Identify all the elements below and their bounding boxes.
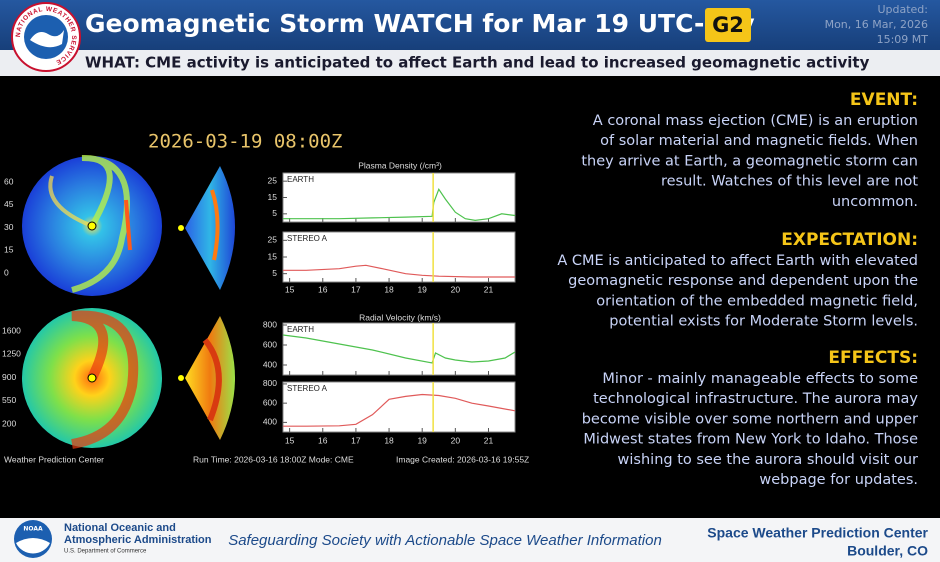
plot-frame xyxy=(282,381,516,433)
y-tick-label: 400 xyxy=(263,359,277,369)
section-line: Midwest states from New York to Idaho. T… xyxy=(583,432,918,448)
agency-line: National Oceanic and xyxy=(64,522,176,534)
updated-label: Updated: xyxy=(877,3,928,16)
section-line: wishing to see the aurora should visit o… xyxy=(618,452,918,468)
section-line: result. Watches of this level are not xyxy=(661,174,918,190)
series-line xyxy=(283,188,516,222)
noaa-logo-text: NOAA xyxy=(23,526,43,533)
section-line: geomagnetic response and dependent upon … xyxy=(568,273,918,289)
model-timestamp: 2026-03-19 08:00Z xyxy=(148,131,342,153)
section-heading: EXPECTATION: xyxy=(781,230,918,250)
panel-label: STEREO A xyxy=(287,384,328,393)
tagline: Safeguarding Society with Actionable Spa… xyxy=(228,532,662,549)
y-tick-label: 600 xyxy=(263,397,277,407)
x-tick-label: 18 xyxy=(384,435,394,445)
section-line: orientation of the embedded magnetic fie… xyxy=(596,293,918,309)
x-tick-label: 21 xyxy=(484,435,494,445)
section-line: webpage for updates. xyxy=(759,472,918,488)
y-tick-label: 5 xyxy=(272,268,277,278)
section-heading: EFFECTS: xyxy=(828,348,918,368)
series-line xyxy=(282,334,516,364)
scale-tick-label: 0 xyxy=(4,267,9,277)
scale-label: G2 xyxy=(712,13,744,37)
model-footer: Run Time: 2026-03-16 18:00Z Mode: CME xyxy=(193,454,354,464)
x-tick-label: 16 xyxy=(318,284,328,294)
y-tick-label: 800 xyxy=(263,319,277,329)
x-tick-label: 18 xyxy=(384,284,394,294)
x-tick-label: 17 xyxy=(351,435,361,445)
section-line: A coronal mass ejection (CME) is an erup… xyxy=(593,113,918,129)
panel-label: EARTH xyxy=(287,325,314,334)
x-tick-label: 16 xyxy=(318,435,328,445)
y-tick-label: 25 xyxy=(268,235,278,245)
center-location: Boulder, CO xyxy=(847,543,928,559)
scale-tick-label: 60 xyxy=(4,176,14,186)
y-tick-label: 800 xyxy=(263,378,277,388)
model-footer: Image Created: 2026-03-16 19:55Z xyxy=(396,454,529,464)
panel-label: EARTH xyxy=(287,175,314,184)
scale-tick-label: 15 xyxy=(4,245,14,255)
model-plots: 60 45 30 15 0 1600 1250 900 550 200 Plasma Density… xyxy=(2,160,529,464)
scale-tick-label: 45 xyxy=(4,199,14,209)
section-line: Minor - mainly manageable effects to som… xyxy=(602,371,918,387)
title: Geomagnetic Storm WATCH for Mar 19 UTC-d… xyxy=(85,9,755,38)
y-tick-label: 15 xyxy=(268,192,278,202)
y-tick-label: 600 xyxy=(263,339,277,349)
x-tick-label: 17 xyxy=(351,284,361,294)
y-tick-label: 15 xyxy=(268,251,278,261)
scale-tick-label: 30 xyxy=(4,222,14,232)
model-footer: Weather Prediction Center xyxy=(4,454,104,464)
scale-tick-label: 200 xyxy=(2,418,16,428)
y-tick-label: 400 xyxy=(263,417,277,427)
department: U.S. Department of Commerce xyxy=(64,549,147,555)
section-line: become visible over some northern and up… xyxy=(582,411,918,427)
main-panel xyxy=(0,76,940,518)
section-line: of solar material and magnetic fields. W… xyxy=(600,133,918,149)
section-line: technological infrastructure. The aurora… xyxy=(593,391,918,407)
x-tick-label: 20 xyxy=(451,435,461,445)
x-tick-label: 15 xyxy=(285,435,295,445)
text-sections: EVENT: A coronal mass ejection (CME) is a… xyxy=(557,90,918,488)
y-tick-label: 5 xyxy=(272,208,277,218)
x-tick-label: 19 xyxy=(417,284,427,294)
section-heading: EVENT: xyxy=(850,90,918,110)
center-name: Space Weather Prediction Center xyxy=(707,525,928,541)
scale-tick-label: 900 xyxy=(2,372,16,382)
subheader-bar xyxy=(0,50,940,76)
series-line xyxy=(283,393,516,427)
series-line xyxy=(283,264,515,278)
x-tick-label: 20 xyxy=(451,284,461,294)
x-tick-label: 21 xyxy=(484,284,494,294)
plot-title: Plasma Density (/cm³) xyxy=(358,160,442,170)
nws-logo: NATIONAL WEATHER SERVICE xyxy=(11,2,81,72)
noaa-logo: NOAA xyxy=(14,520,52,558)
scale-badge xyxy=(705,8,751,42)
y-tick-label: 25 xyxy=(268,175,278,185)
section-line: they arrive at Earth, a geomagnetic stor… xyxy=(581,153,918,169)
scale-tick-label: 1600 xyxy=(2,325,21,335)
model-imagery xyxy=(22,154,235,449)
header-bar xyxy=(0,0,940,50)
updated-date: Mon, 16 Mar, 2026 xyxy=(825,18,928,31)
scale-tick-label: 1250 xyxy=(2,349,21,359)
section-line: uncommon. xyxy=(832,194,918,210)
x-tick-label: 19 xyxy=(417,435,427,445)
footer-bar xyxy=(0,518,940,562)
plot-frame xyxy=(282,231,516,283)
subheader: WHAT: CME activity is anticipated to aff… xyxy=(85,54,870,72)
plot-frame xyxy=(282,322,516,376)
plot-frame xyxy=(282,172,516,223)
x-tick-label: 15 xyxy=(285,284,295,294)
agency-line: Atmospheric Administration xyxy=(64,534,212,546)
updated-time: 15:09 MT xyxy=(877,33,929,46)
panel-label: STEREO A xyxy=(287,234,328,243)
scale-tick-label: 550 xyxy=(2,395,16,405)
plot-title: Radial Velocity (km/s) xyxy=(359,312,441,322)
section-line: potential exists for Moderate Storm leve… xyxy=(609,314,918,330)
section-line: A CME is anticipated to affect Earth wit… xyxy=(557,253,918,269)
